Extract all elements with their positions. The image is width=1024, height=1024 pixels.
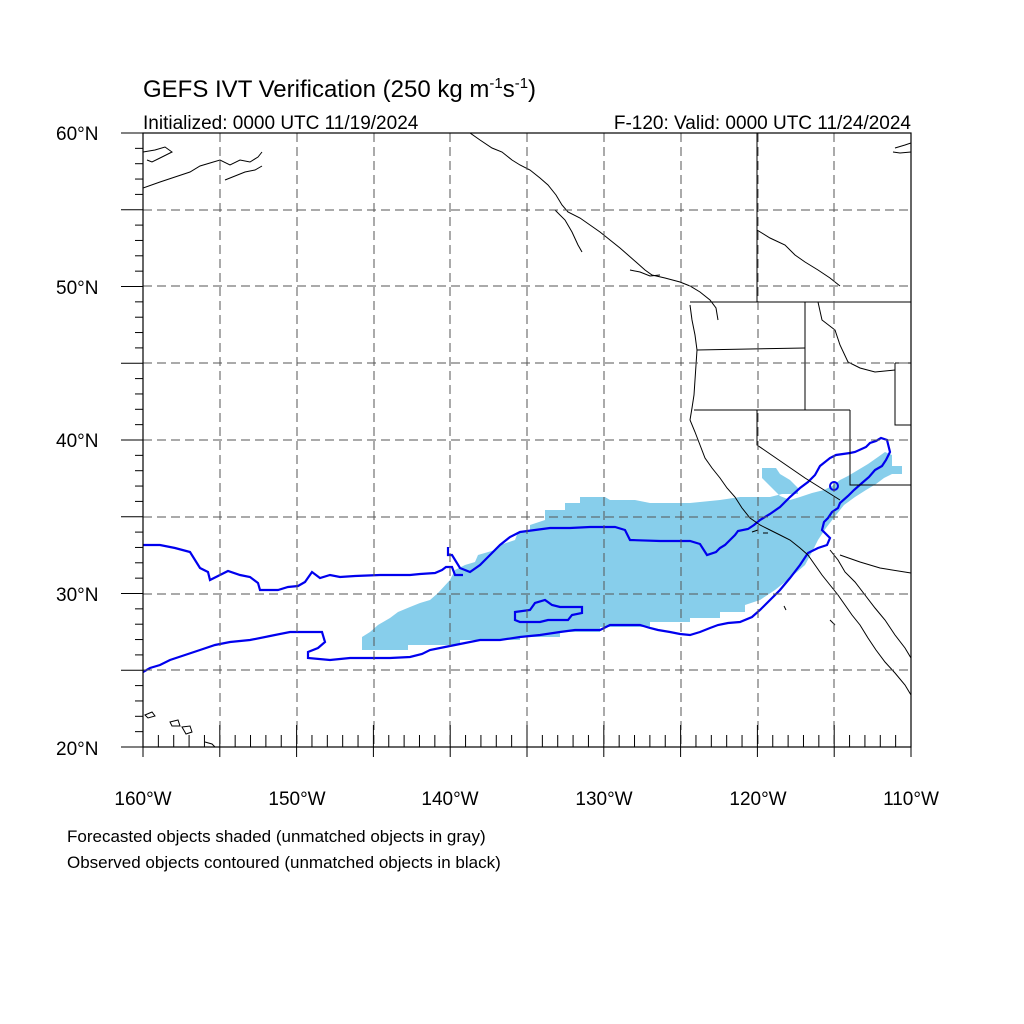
- lon-label-120w: 120°W: [729, 789, 786, 810]
- legend-forecast-note: Forecasted objects shaded (unmatched obj…: [67, 827, 486, 846]
- figure-title: GEFS IVT Verification (250 kg m-1s-1): [143, 75, 536, 103]
- lat-label-50: 50°N: [56, 278, 98, 299]
- map-panel: [121, 132, 912, 757]
- lon-label-130w: 130°W: [575, 789, 632, 810]
- valid-time-label: F-120: Valid: 0000 UTC 11/24/2024: [614, 113, 912, 134]
- lon-label-110w: 110°W: [883, 789, 939, 810]
- lon-label-160w: 160°W: [114, 789, 171, 810]
- axis-ticks: [121, 132, 912, 757]
- lat-label-40: 40°N: [56, 431, 98, 452]
- lat-labels: 60°N 50°N 40°N 30°N 20°N: [56, 124, 98, 760]
- observed-ivt-contour-west: [143, 543, 463, 592]
- coastlines: [143, 133, 911, 747]
- lat-label-30: 30°N: [56, 585, 98, 606]
- lon-label-140w: 140°W: [421, 789, 478, 810]
- graticule: [143, 133, 911, 747]
- legend-observed-note: Observed objects contoured (unmatched ob…: [67, 853, 501, 872]
- lat-label-20: 20°N: [56, 739, 98, 760]
- lon-labels: 160°W 150°W 140°W 130°W 120°W 110°W: [114, 789, 939, 810]
- lat-label-60: 60°N: [56, 124, 98, 145]
- observed-ivt-contour-main: [143, 436, 892, 673]
- observed-ivt-contour-inner: [513, 598, 584, 624]
- init-time-label: Initialized: 0000 UTC 11/19/2024: [143, 113, 419, 134]
- lon-label-150w: 150°W: [268, 789, 325, 810]
- forecast-ivt-object: [362, 452, 902, 650]
